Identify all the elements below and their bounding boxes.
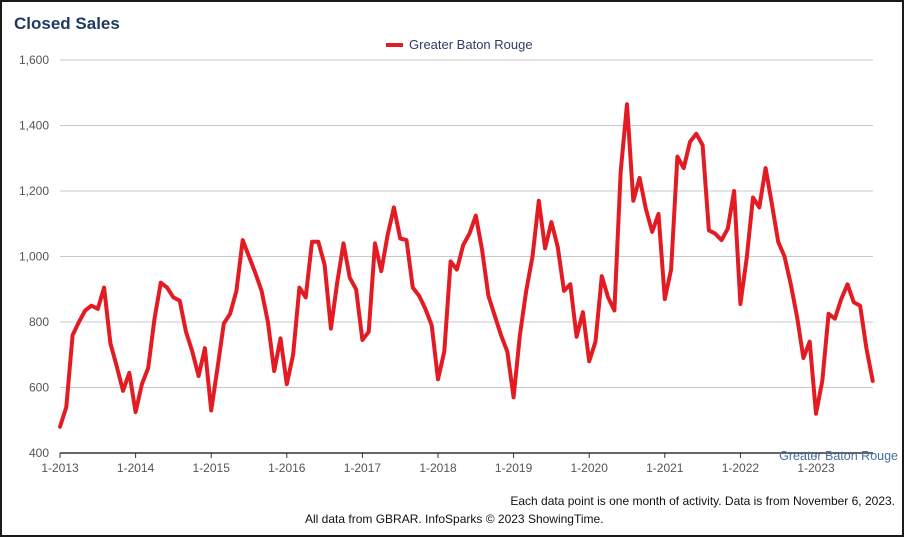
x-tick-label-1-2022: 1-2022 bbox=[722, 461, 760, 475]
legend-swatch-greater-baton-rouge bbox=[386, 42, 403, 47]
x-tick-label-1-2021: 1-2021 bbox=[646, 461, 684, 475]
legend-label-greater-baton-rouge: Greater Baton Rouge bbox=[409, 37, 533, 52]
grid-lines bbox=[60, 59, 873, 388]
x-tick-label-1-2019: 1-2019 bbox=[495, 461, 533, 475]
data-credit: All data from GBRAR. InfoSparks © 2023 S… bbox=[305, 512, 604, 526]
y-axis-tick-labels: 400 600 800 1,000 1,200 1,400 1,600 bbox=[19, 53, 49, 460]
x-axis-tick-labels: 1-2013 1-2014 1-2015 1-2016 1-2017 1-2018 1-20… bbox=[41, 461, 835, 475]
x-axis bbox=[59, 452, 873, 458]
y-tick-label-400: 400 bbox=[29, 446, 49, 460]
x-tick-label-1-2013: 1-2013 bbox=[41, 461, 79, 475]
region-label: Greater Baton Rouge bbox=[779, 449, 898, 463]
series-layer bbox=[58, 102, 875, 429]
x-tick-label-1-2020: 1-2020 bbox=[571, 461, 609, 475]
y-tick-label-800: 800 bbox=[29, 315, 49, 329]
chart-title: Closed Sales bbox=[14, 14, 120, 33]
x-tick-label-1-2016: 1-2016 bbox=[268, 461, 306, 475]
y-tick-label-1600: 1,600 bbox=[19, 53, 49, 67]
y-tick-label-1200: 1,200 bbox=[19, 184, 49, 198]
x-tick-label-1-2018: 1-2018 bbox=[419, 461, 457, 475]
data-footnote: Each data point is one month of activity… bbox=[510, 494, 895, 508]
y-tick-label-1400: 1,400 bbox=[19, 119, 49, 133]
x-tick-label-1-2023: 1-2023 bbox=[797, 461, 835, 475]
x-tick-label-1-2014: 1-2014 bbox=[117, 461, 155, 475]
x-tick-label-1-2017: 1-2017 bbox=[344, 461, 382, 475]
x-tick-label-1-2015: 1-2015 bbox=[193, 461, 231, 475]
series-line-greater-baton-rouge bbox=[58, 102, 875, 429]
legend[interactable]: Greater Baton Rouge bbox=[386, 37, 533, 52]
y-tick-label-1000: 1,000 bbox=[19, 250, 49, 264]
y-tick-label-600: 600 bbox=[29, 381, 49, 395]
